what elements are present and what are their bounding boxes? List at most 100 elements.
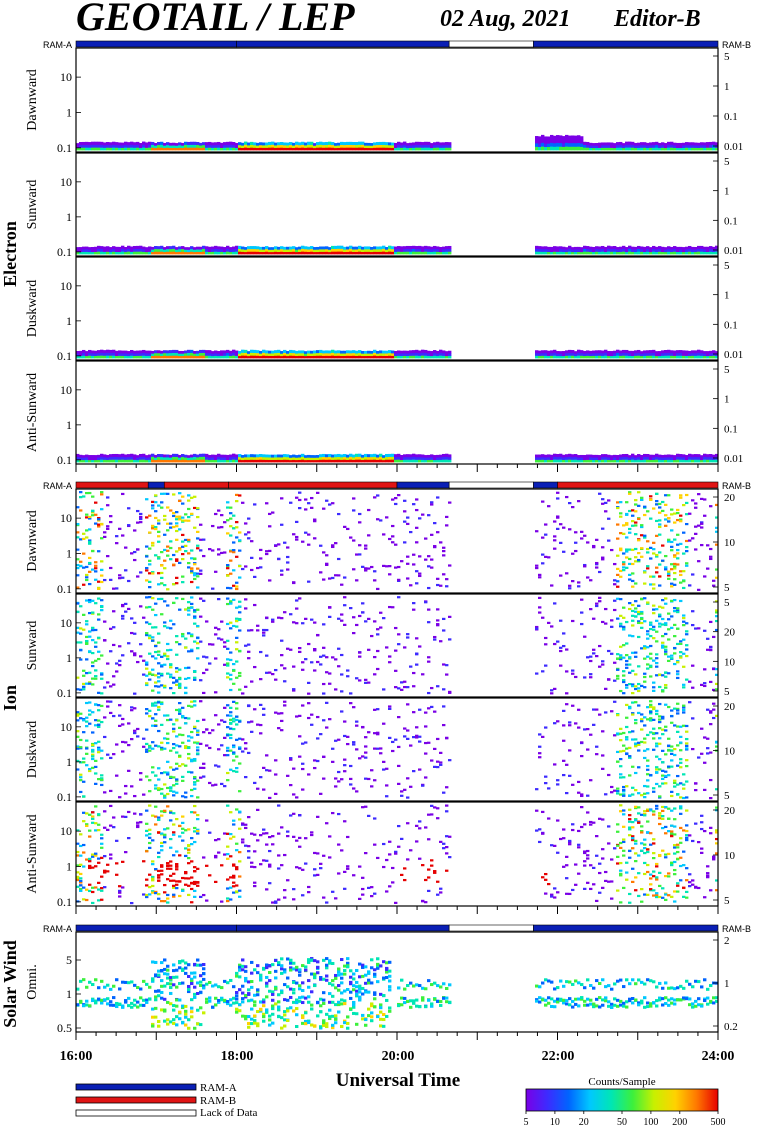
heat-cell bbox=[124, 610, 128, 613]
heat-cell bbox=[217, 353, 221, 357]
heat-cell bbox=[220, 246, 224, 250]
heat-cell bbox=[445, 585, 449, 588]
heat-cell bbox=[184, 251, 188, 255]
heat-cell bbox=[133, 251, 137, 255]
heat-cell bbox=[709, 796, 713, 800]
heat-cell bbox=[403, 246, 407, 250]
heat-cell bbox=[682, 142, 686, 146]
heat-cell bbox=[226, 355, 230, 359]
heat-cell bbox=[226, 672, 230, 675]
heat-cell bbox=[265, 552, 269, 556]
heat-cell bbox=[631, 609, 635, 613]
heat-cell bbox=[625, 666, 629, 669]
heat-cell bbox=[373, 349, 377, 353]
heat-cell bbox=[403, 685, 407, 689]
heat-cell bbox=[664, 683, 668, 687]
heat-cell bbox=[658, 142, 662, 146]
heat-cell bbox=[103, 686, 107, 689]
heat-cell bbox=[574, 246, 578, 250]
heat-cell bbox=[334, 574, 338, 577]
heat-cell bbox=[631, 456, 635, 460]
heat-cell bbox=[658, 145, 662, 149]
heat-cell bbox=[247, 142, 251, 146]
heat-cell bbox=[217, 748, 221, 751]
heat-cell bbox=[385, 516, 389, 519]
heat-cell bbox=[538, 573, 542, 576]
heat-cell bbox=[406, 147, 410, 151]
heat-cell bbox=[676, 543, 680, 546]
heat-cell bbox=[268, 454, 272, 458]
heat-cell bbox=[331, 760, 335, 763]
heat-cell bbox=[394, 454, 398, 458]
heat-cell bbox=[349, 783, 353, 786]
heat-cell bbox=[259, 678, 263, 681]
heat-cell bbox=[196, 246, 200, 250]
heat-cell bbox=[568, 501, 572, 505]
heat-cell bbox=[106, 700, 110, 703]
heat-cell bbox=[655, 653, 659, 656]
heat-cell bbox=[211, 249, 215, 252]
heat-cell bbox=[82, 795, 86, 798]
heat-cell bbox=[400, 142, 404, 146]
heat-cell bbox=[679, 514, 683, 517]
heat-cell bbox=[382, 688, 386, 691]
heat-cell bbox=[643, 784, 647, 788]
heat-cell bbox=[661, 782, 665, 785]
heat-cell bbox=[154, 784, 158, 787]
heat-cell bbox=[202, 459, 206, 463]
heat-cell bbox=[136, 457, 140, 461]
heat-cell bbox=[94, 350, 98, 354]
heat-cell bbox=[655, 608, 659, 611]
heat-cell bbox=[259, 249, 263, 253]
heat-cell bbox=[571, 142, 575, 147]
heat-cell bbox=[295, 607, 299, 610]
heat-cell bbox=[670, 759, 674, 762]
heat-cell bbox=[616, 501, 620, 504]
heat-cell bbox=[703, 147, 707, 151]
heat-cell bbox=[631, 738, 635, 741]
heat-cell bbox=[676, 459, 680, 463]
heat-cell bbox=[112, 355, 116, 359]
heat-cell bbox=[280, 523, 284, 526]
heat-cell bbox=[367, 534, 371, 537]
heat-cell bbox=[676, 709, 680, 712]
heat-cell bbox=[697, 142, 701, 146]
heat-cell bbox=[310, 147, 314, 151]
heat-cell bbox=[670, 147, 674, 151]
heat-cell bbox=[289, 144, 293, 148]
heat-cell bbox=[85, 355, 89, 359]
heat-cell bbox=[190, 355, 194, 359]
heat-cell bbox=[283, 459, 287, 463]
heat-cell bbox=[235, 500, 239, 503]
heat-cell bbox=[619, 776, 623, 779]
heat-cell bbox=[682, 251, 686, 255]
heat-cell bbox=[640, 728, 644, 731]
heat-cell bbox=[637, 743, 641, 747]
heat-cell bbox=[151, 572, 155, 575]
heat-cell bbox=[142, 459, 146, 463]
heat-cell bbox=[208, 781, 212, 785]
heat-cell bbox=[133, 245, 137, 250]
heat-cell bbox=[382, 533, 386, 536]
heat-cell bbox=[403, 727, 407, 730]
heat-cell bbox=[667, 248, 671, 252]
heat-cell bbox=[238, 688, 242, 691]
heat-cell bbox=[97, 636, 101, 639]
heat-cell bbox=[88, 682, 92, 685]
heat-cell bbox=[97, 144, 101, 148]
heat-cell bbox=[154, 554, 158, 557]
heat-cell bbox=[247, 704, 251, 707]
heat-cell bbox=[655, 771, 659, 774]
heat-cell bbox=[181, 516, 185, 519]
heat-cell bbox=[421, 246, 425, 250]
heat-cell bbox=[436, 454, 440, 458]
heat-cell bbox=[598, 248, 602, 252]
heat-cell bbox=[673, 753, 677, 757]
heat-cell bbox=[133, 529, 137, 532]
heat-cell bbox=[247, 650, 251, 653]
heat-cell bbox=[673, 142, 677, 146]
heat-cell bbox=[118, 577, 122, 580]
heat-cell bbox=[670, 790, 674, 793]
heat-cell bbox=[187, 739, 191, 742]
heat-cell bbox=[649, 703, 653, 707]
